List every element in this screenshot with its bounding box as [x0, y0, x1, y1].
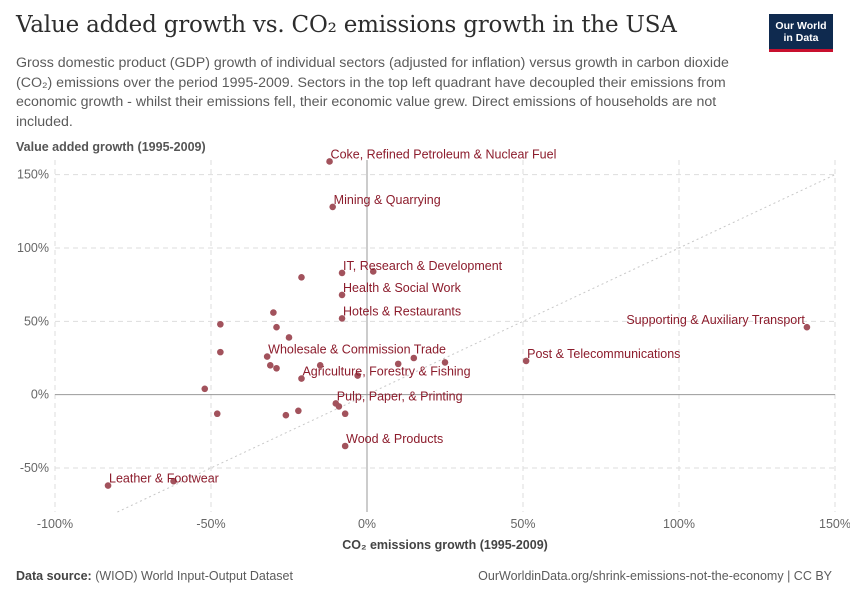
x-tick-label: 50%	[510, 517, 535, 531]
x-tick-label: -100%	[37, 517, 73, 531]
reference-line-group	[117, 174, 836, 513]
point-label: Health & Social Work	[343, 281, 462, 295]
data-point	[213, 410, 221, 418]
data-point	[338, 269, 346, 277]
data-point	[266, 362, 274, 369]
grid-lines	[54, 160, 836, 512]
x-axis-title: CO₂ emissions growth (1995-2009)	[342, 538, 548, 552]
x-tick-label: 150%	[819, 517, 850, 531]
y-tick-label: 100%	[17, 241, 49, 255]
data-point	[270, 309, 277, 316]
data-point	[369, 268, 377, 275]
x-tick-label: 100%	[663, 517, 695, 531]
source-label: Data source:	[16, 569, 92, 583]
data-point	[338, 291, 346, 299]
data-point	[316, 362, 324, 369]
data-point	[341, 442, 349, 450]
data-point	[394, 360, 402, 368]
logo-line-2: in Data	[783, 32, 819, 44]
reference-line	[117, 174, 836, 513]
owid-logo[interactable]: Our World in Data	[769, 14, 833, 52]
data-point	[803, 323, 811, 331]
data-point	[170, 477, 177, 485]
data-point	[217, 320, 224, 328]
data-point	[329, 203, 336, 211]
data-point	[335, 403, 343, 410]
data-points	[104, 158, 811, 489]
point-label: Agriculture, Forestry & Fishing	[302, 365, 470, 379]
data-point	[282, 411, 290, 419]
point-label: Leather & Footwear	[109, 472, 219, 486]
point-label: Hotels & Restaurants	[343, 304, 461, 318]
footer-url[interactable]: OurWorldinData.org/shrink-emissions-not-…	[478, 569, 832, 583]
point-label: IT, Research & Development	[343, 259, 503, 273]
point-label: Post & Telecommunications	[527, 347, 680, 361]
data-point	[410, 354, 418, 362]
y-tick-label: -50%	[20, 461, 49, 475]
data-point	[298, 375, 305, 382]
data-point	[104, 482, 112, 489]
y-tick-label: 0%	[31, 388, 49, 402]
logo-line-1: Our World	[775, 20, 827, 32]
chart-title: Value added growth vs. CO₂ emissions gro…	[16, 12, 677, 38]
data-point	[522, 357, 530, 365]
tick-labels: -100% -50% 0% 50% 100% 150% -50% 0% 50% 100% 150%	[17, 168, 850, 531]
data-point	[354, 372, 361, 379]
data-point	[273, 364, 280, 372]
y-axis-title: Value added growth (1995-2009)	[16, 140, 206, 154]
data-point	[217, 348, 224, 356]
point-labels: Coke, Refined Petroleum & Nuclear Fuel Mi…	[109, 147, 805, 485]
data-point	[338, 315, 346, 322]
chart-subtitle: Gross domestic product (GDP) growth of i…	[16, 55, 729, 130]
point-label: Supporting & Auxiliary Transport	[626, 313, 805, 327]
point-label: Coke, Refined Petroleum & Nuclear Fuel	[331, 147, 557, 161]
axes	[55, 160, 835, 512]
y-tick-label: 50%	[24, 314, 49, 328]
x-tick-label: 0%	[358, 517, 376, 531]
data-point	[273, 323, 280, 331]
data-point	[298, 274, 305, 281]
source-text: (WIOD) World Input-Output Dataset	[95, 569, 293, 583]
footer-source: Data source: (WIOD) World Input-Output D…	[16, 569, 293, 583]
data-point	[326, 158, 333, 165]
data-point	[285, 334, 293, 341]
x-tick-label: -50%	[196, 517, 225, 531]
data-point	[441, 359, 449, 366]
data-point	[295, 407, 302, 415]
point-label: Mining & Quarrying	[334, 193, 441, 207]
point-label: Pulp, Paper, & Printing	[337, 389, 463, 403]
data-point	[341, 410, 349, 418]
data-point	[263, 353, 271, 360]
y-tick-label: 150%	[17, 168, 49, 182]
point-label: Wood & Products	[346, 432, 443, 446]
point-label: Wholesale & Commission Trade	[268, 343, 446, 357]
data-point	[201, 385, 209, 393]
